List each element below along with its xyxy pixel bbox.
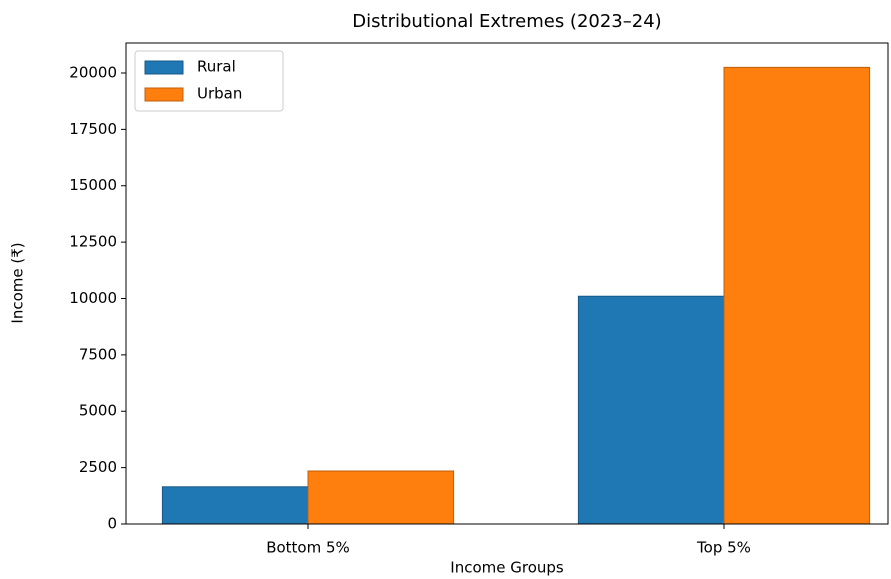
legend-label: Rural: [197, 58, 236, 76]
x-axis-label: Income Groups: [450, 559, 564, 577]
bar: [577, 295, 725, 525]
y-tick-label: 12500: [69, 233, 117, 251]
y-tick-label: 20000: [69, 63, 117, 81]
y-axis-label: Income (₹): [9, 242, 27, 323]
chart-title: Distributional Extremes (2023–24): [352, 11, 661, 32]
legend-label: Urban: [197, 85, 242, 103]
bar: [723, 66, 871, 525]
x-tick-label: Bottom 5%: [266, 539, 350, 557]
y-tick-label: 15000: [69, 176, 117, 194]
y-tick-label: 17500: [69, 120, 117, 138]
y-tick-label: 2500: [79, 458, 117, 476]
legend-swatch: [144, 60, 184, 75]
y-tick-label: 7500: [79, 345, 117, 363]
x-tick-label: Top 5%: [696, 539, 751, 557]
bar: [307, 470, 455, 525]
y-tick-label: 10000: [69, 289, 117, 307]
y-tick-label: 5000: [79, 402, 117, 420]
y-tick-label: 0: [107, 515, 117, 533]
bar: [161, 486, 309, 525]
legend-swatch: [144, 87, 184, 102]
plot-frame: [125, 42, 889, 525]
